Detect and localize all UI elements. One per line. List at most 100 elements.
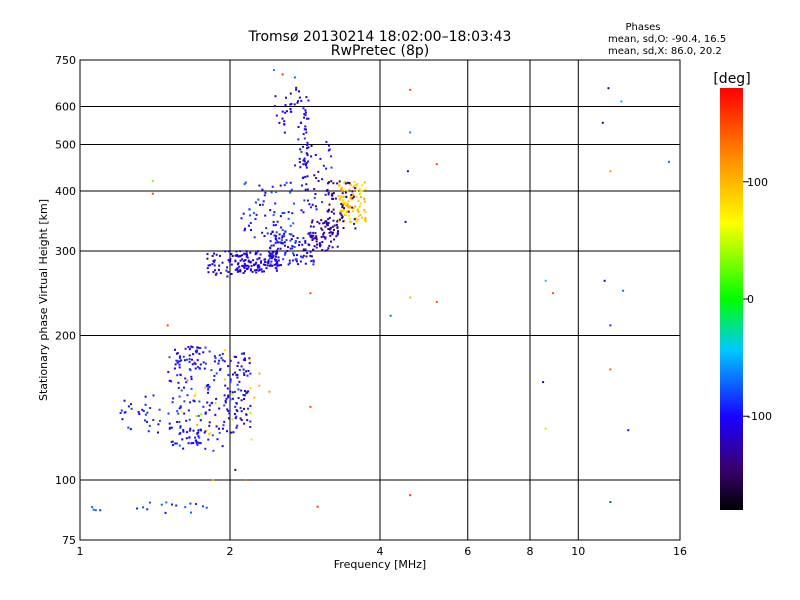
data-point [174, 348, 176, 351]
data-point [237, 361, 240, 364]
x-tick-label: 6 [464, 545, 471, 558]
data-point [284, 251, 287, 254]
data-point [283, 123, 286, 126]
data-point [211, 401, 213, 404]
data-point [315, 238, 318, 241]
data-point [208, 350, 211, 353]
data-point [284, 104, 287, 106]
data-point [183, 359, 186, 362]
data-point [204, 430, 207, 433]
data-point [151, 192, 154, 195]
data-point [319, 157, 322, 160]
data-point [255, 252, 258, 255]
data-point [199, 363, 202, 366]
data-point [275, 235, 278, 238]
data-point [228, 260, 231, 263]
data-point [123, 399, 126, 402]
data-point [299, 260, 302, 263]
data-point [254, 253, 257, 256]
data-point [305, 128, 307, 131]
data-point [226, 408, 229, 411]
data-point [339, 211, 342, 213]
data-point [303, 137, 306, 140]
data-point [224, 399, 227, 402]
data-point [314, 154, 317, 156]
data-point [307, 160, 310, 163]
data-point [188, 358, 191, 361]
data-point [269, 247, 272, 250]
data-point [352, 193, 355, 196]
data-point [239, 270, 242, 273]
data-point [99, 509, 102, 512]
data-point [312, 237, 315, 240]
data-points [91, 69, 670, 514]
data-point [232, 431, 235, 434]
data-point [331, 192, 334, 195]
data-point [341, 192, 344, 195]
data-point [275, 263, 278, 266]
data-point [285, 96, 287, 99]
data-point [198, 352, 201, 355]
x-tick-label: 4 [377, 545, 384, 558]
data-point [348, 182, 351, 184]
data-point [310, 234, 313, 237]
data-point [291, 245, 294, 248]
data-point [273, 105, 276, 108]
data-point [236, 424, 239, 427]
data-point [327, 193, 330, 196]
data-point [309, 225, 312, 228]
data-point [254, 218, 257, 220]
data-point [261, 270, 264, 273]
data-point [298, 161, 301, 164]
data-point [324, 220, 327, 223]
data-point [249, 251, 252, 254]
data-point [231, 255, 234, 257]
data-point [304, 188, 307, 191]
data-point [188, 418, 191, 421]
data-point [248, 224, 250, 227]
data-point [244, 479, 247, 481]
data-point [272, 69, 275, 71]
data-point [283, 235, 286, 238]
data-point [141, 408, 144, 411]
data-point [243, 262, 246, 265]
data-point [358, 214, 361, 217]
x-tick-label: 2 [227, 545, 234, 558]
data-point [230, 253, 233, 256]
data-point [171, 401, 174, 404]
data-point [339, 198, 342, 201]
data-point [213, 379, 216, 382]
data-point [307, 117, 310, 120]
data-point [220, 357, 223, 360]
data-point [324, 237, 327, 240]
data-point [295, 260, 298, 263]
data-point [609, 368, 612, 371]
data-point [248, 208, 251, 211]
data-point [271, 257, 273, 260]
data-point [189, 401, 192, 404]
data-point [261, 203, 264, 206]
data-point [243, 372, 245, 375]
data-point [213, 264, 216, 267]
data-point [331, 194, 334, 197]
data-point [172, 444, 174, 447]
data-point [205, 506, 208, 509]
data-point [236, 410, 239, 413]
data-point [313, 188, 316, 190]
data-point [275, 231, 278, 234]
data-point [358, 205, 361, 208]
data-point [197, 346, 200, 349]
data-point [186, 379, 189, 382]
data-point [359, 214, 362, 216]
data-point [274, 95, 277, 98]
data-point [331, 246, 334, 249]
data-point [211, 255, 214, 257]
data-point [302, 248, 305, 251]
data-point [270, 191, 273, 194]
data-point [339, 209, 342, 212]
data-point [351, 210, 354, 213]
data-point [283, 212, 286, 214]
data-point [307, 243, 310, 246]
data-point [299, 166, 302, 169]
data-point [234, 468, 237, 471]
